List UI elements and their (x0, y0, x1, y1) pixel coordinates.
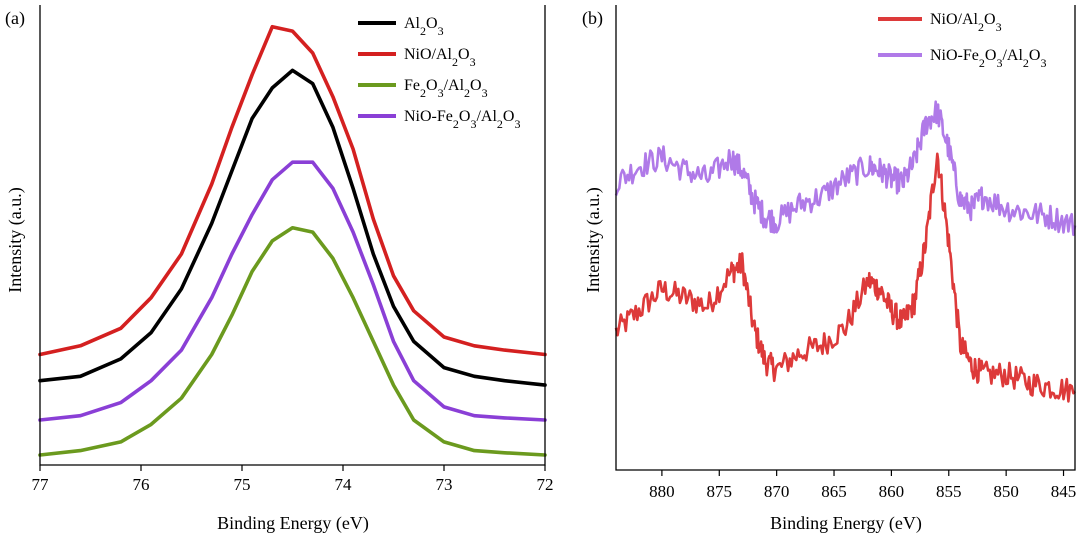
x-tick-label: 72 (537, 475, 554, 494)
x-tick-label: 74 (335, 475, 353, 494)
series-line-fe2o3-al2o3 (38, 226, 547, 457)
panel-b-plot-area (614, 100, 1077, 403)
legend-label-nio-fe2o3-al2o3: NiO-Fe2O3/Al2O3 (404, 108, 520, 131)
legend-label-nio-fe2o3-al2o3: NiO-Fe2O3/Al2O3 (930, 47, 1046, 70)
x-tick-label: 75 (234, 475, 251, 494)
legend-label-nio-al2o3: NiO/Al2O3 (930, 11, 1002, 34)
panel-a-label: (a) (5, 8, 25, 29)
x-tick-label: 875 (707, 482, 733, 501)
legend-label-fe2o3-al2o3: Fe2O3/Al2O3 (404, 77, 488, 100)
panel-b-axes-frame (615, 5, 1076, 471)
x-tick-label: 870 (764, 482, 790, 501)
panel-a-legend: Al2O3 NiO/Al2O3 Fe2O3/Al2O3 NiO-Fe2O3/Al2O3 (358, 15, 520, 131)
x-tick-label: 76 (133, 475, 150, 494)
series-line-nio-fe2o3-al2o3 (614, 100, 1077, 237)
x-tick-label: 77 (32, 475, 50, 494)
panel-a-plot-area (38, 24, 547, 457)
panel-b-y-axis-title: Intensity (a.u.) (583, 187, 604, 292)
panel-b: (b) Intensity (a.u.) Binding Energy (eV)… (582, 5, 1077, 534)
series-line-nio-al2o3 (614, 152, 1076, 403)
x-tick-label: 845 (1051, 482, 1077, 501)
series-line-al2o3 (38, 68, 547, 387)
panel-a-x-axis-title: Binding Energy (eV) (217, 513, 369, 534)
panel-b-label: (b) (582, 8, 603, 29)
panel-a-x-ticks: 77 76 75 74 73 72 (32, 465, 554, 494)
panel-b-x-ticks: 880 875 870 865 860 855 850 845 (649, 470, 1076, 501)
panel-a: (a) Intensity (a.u.) Binding Energy (eV)… (5, 5, 554, 534)
legend-label-nio-al2o3: NiO/Al2O3 (404, 46, 476, 69)
panel-a-axes-frame (39, 5, 546, 466)
series-line-nio-al2o3 (38, 24, 547, 357)
panel-b-legend: NiO/Al2O3 NiO-Fe2O3/Al2O3 (878, 11, 1046, 70)
x-tick-label: 73 (436, 475, 453, 494)
panel-b-x-axis-title: Binding Energy (eV) (770, 513, 922, 534)
x-tick-label: 880 (649, 482, 675, 501)
x-tick-label: 855 (936, 482, 962, 501)
x-tick-label: 865 (821, 482, 847, 501)
x-tick-label: 860 (879, 482, 905, 501)
panel-a-y-axis-title: Intensity (a.u.) (5, 187, 26, 292)
legend-label-al2o3: Al2O3 (404, 15, 444, 38)
x-tick-label: 850 (993, 482, 1019, 501)
series-line-nio-fe2o3-al2o3 (38, 160, 547, 422)
